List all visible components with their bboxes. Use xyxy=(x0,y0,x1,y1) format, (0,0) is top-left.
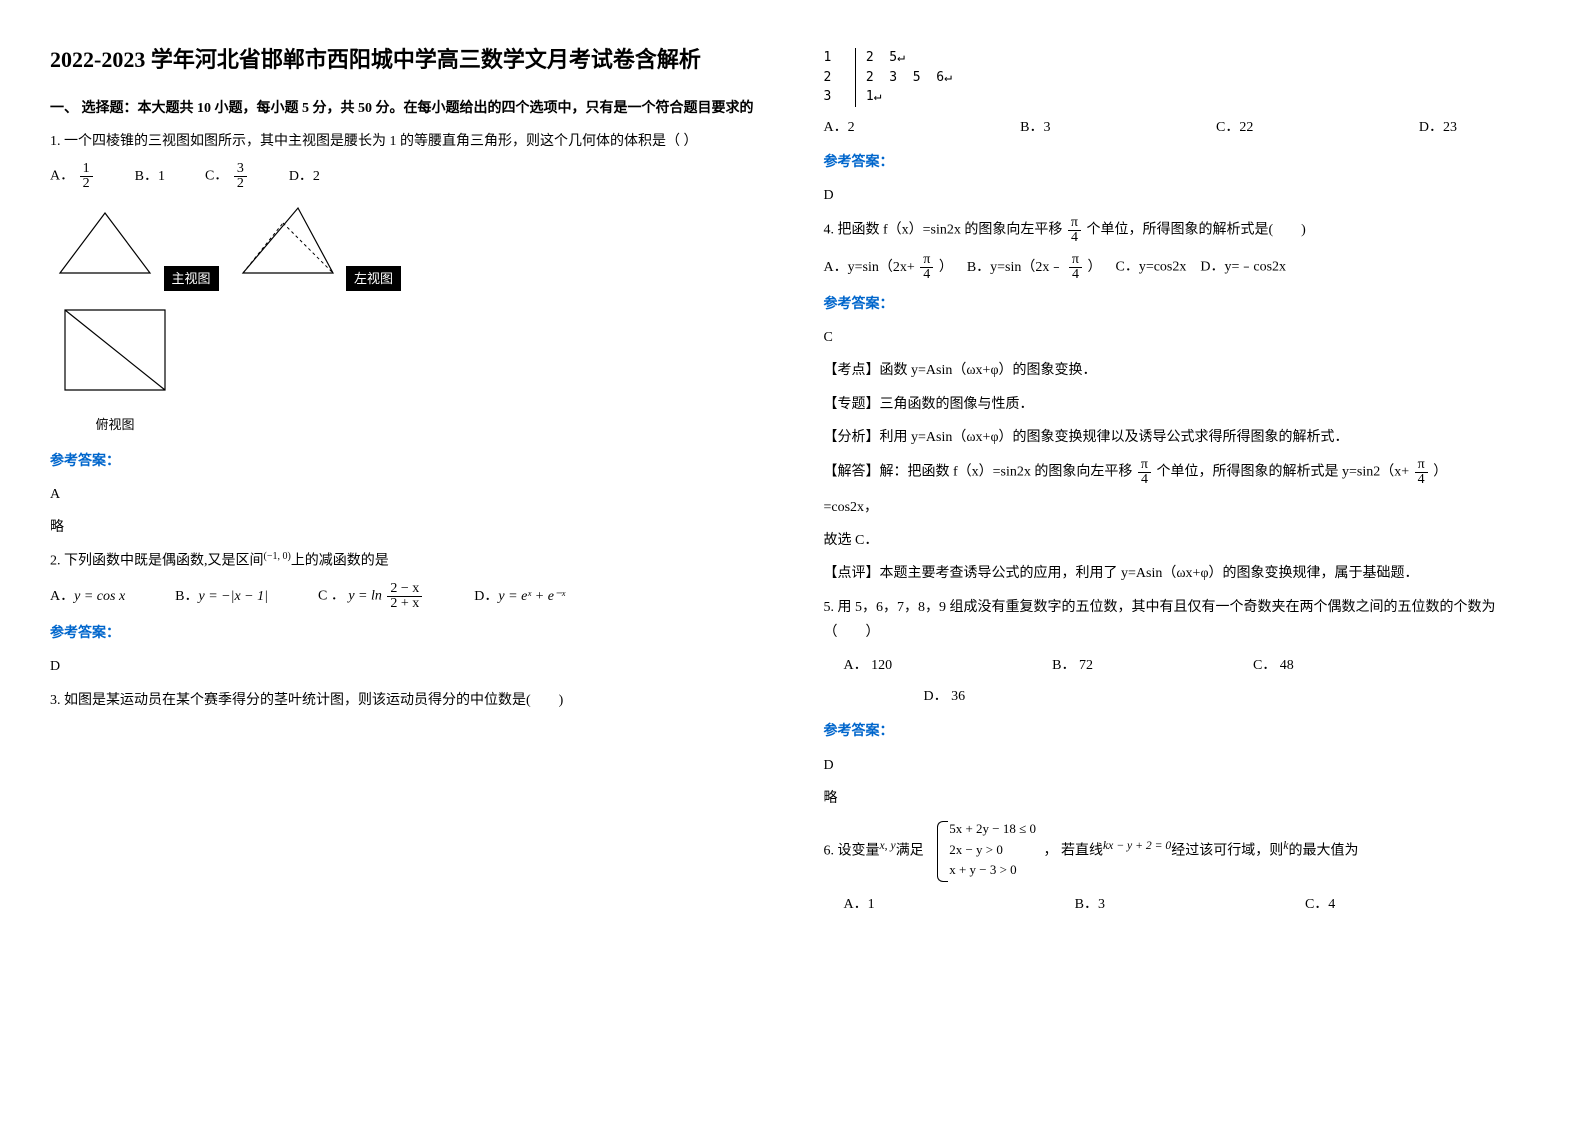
q5-options: A． 120 B． 72 C． 48 D． 36 xyxy=(824,653,1538,709)
ans-label: 参考答案： xyxy=(824,150,1538,175)
q3-optB: B．3 xyxy=(1020,115,1050,140)
q1-note: 略 xyxy=(50,515,764,540)
q4-stem: 4. 把函数 f（x）=sin2x 的图象向左平移 π 4 个单位，所得图象的解… xyxy=(824,216,1538,245)
q1-optD: D．2 xyxy=(289,164,320,189)
q4-point: 【考点】函数 y=Asin（ωx+φ）的图象变换． xyxy=(824,358,1538,383)
q4-optB: B．y=sin（2x﹣ π 4 ） xyxy=(967,260,1105,275)
frac: π 4 xyxy=(1138,458,1151,487)
q2-optA: A．y = cos x xyxy=(50,584,125,609)
q3-options: A．2 B．3 C．22 D．23 xyxy=(824,115,1538,140)
ans-label: 参考答案： xyxy=(824,719,1538,744)
q2-stem: 2. 下列函数中既是偶函数,又是区间(−1, 0)上的减函数的是 xyxy=(50,548,764,574)
q5-optC: C． 48 xyxy=(1253,653,1294,678)
q6-options: A．1 B．3 C．4 xyxy=(824,892,1538,917)
q4-sol4: =cos2x， xyxy=(824,495,1538,520)
ans-label: 参考答案： xyxy=(50,621,764,646)
q4-sol5: 故选 C． xyxy=(824,528,1538,553)
q4-optC: C．y=cos2x xyxy=(1115,260,1186,275)
q1-optA: A． 1 2 xyxy=(50,162,95,191)
frac: π 4 xyxy=(920,253,933,282)
q1-optB: B．1 xyxy=(135,164,165,189)
q5-note: 略 xyxy=(824,786,1538,811)
q2-answer: D xyxy=(50,654,764,679)
q4-solution: 【解答】解：把函数 f（x）=sin2x 的图象向左平移 π 4 个单位，所得图… xyxy=(824,458,1538,487)
frac: 3 2 xyxy=(234,162,247,191)
top-view-svg xyxy=(55,300,175,400)
q2-options: A．y = cos x B．y = −|x − 1| C ． y = ln 2 … xyxy=(50,582,764,611)
q4-optA: A．y=sin（2x+ π 4 ） xyxy=(824,260,957,275)
frac: 1 2 xyxy=(80,162,93,191)
ans-label: 参考答案： xyxy=(50,449,764,474)
frac: π 4 xyxy=(1069,253,1082,282)
q4-comment: 【点评】本题主要考查诱导公式的应用，利用了 y=Asin（ωx+φ）的图象变换规… xyxy=(824,561,1538,586)
q4-options: A．y=sin（2x+ π 4 ） B．y=sin（2x﹣ π 4 ） C．y=… xyxy=(824,253,1538,282)
q1-answer: A xyxy=(50,482,764,507)
main-view-label: 主视图 xyxy=(164,266,219,291)
q5-optA: A． 120 xyxy=(844,653,893,678)
left-view-label: 左视图 xyxy=(346,266,401,291)
q2-optC: C ． y = ln 2 − x 2 + x xyxy=(318,582,424,611)
q1-optC: C． 3 2 xyxy=(205,162,249,191)
q4-topic: 【专题】三角函数的图像与性质． xyxy=(824,392,1538,417)
q1-options: A． 1 2 B．1 C． 3 2 D．2 xyxy=(50,162,764,191)
q6-optC: C．4 xyxy=(1305,892,1335,917)
q2-optD: D．y = eˣ + e⁻ˣ xyxy=(474,584,565,609)
stem-leaf-plot: 1 2 5↵ 2 2 3 5 6↵ 3 1↵ xyxy=(824,48,1538,107)
q5-optB: B． 72 xyxy=(1052,653,1093,678)
frac: π 4 xyxy=(1415,458,1428,487)
q3-optD: D．23 xyxy=(1419,115,1457,140)
q3-stem: 3. 如图是某运动员在某个赛季得分的茎叶统计图，则该运动员得分的中位数是( ) xyxy=(50,688,764,713)
q5-optD: D． 36 xyxy=(924,689,966,704)
q3-optC: C．22 xyxy=(1216,115,1253,140)
section-header: 一、 选择题：本大题共 10 小题，每小题 5 分，共 50 分。在每小题给出的… xyxy=(50,96,764,121)
q6-optB: B．3 xyxy=(1075,892,1105,917)
brace-system: 5x + 2y − 18 ≤ 0 2x − y > 0 x + y − 3 > … xyxy=(931,819,1036,884)
frac: π 4 xyxy=(1068,216,1081,245)
left-view-svg xyxy=(233,203,343,283)
q6-optA: A．1 xyxy=(844,892,875,917)
top-view-label: 俯视图 xyxy=(50,413,180,436)
q1-figures: 主视图 左视图 xyxy=(50,203,764,292)
frac: 2 − x 2 + x xyxy=(387,582,422,611)
q3-optA: A．2 xyxy=(824,115,855,140)
q4-optD: D．y=﹣cos2x xyxy=(1200,260,1286,275)
q5-answer: D xyxy=(824,753,1538,778)
q6-stem: 6. 设变量x, y满足 5x + 2y − 18 ≤ 0 2x − y > 0… xyxy=(824,819,1538,884)
q4-analysis: 【分析】利用 y=Asin（ωx+φ）的图象变换规律以及诱导公式求得所得图象的解… xyxy=(824,425,1538,450)
q5-stem: 5. 用 5，6，7，8，9 组成没有重复数字的五位数，其中有且仅有一个奇数夹在… xyxy=(824,595,1538,645)
ans-label: 参考答案： xyxy=(824,292,1538,317)
page-title: 2022-2023 学年河北省邯郸市西阳城中学高三数学文月考试卷含解析 xyxy=(50,40,764,80)
q1-stem: 1. 一个四棱锥的三视图如图所示，其中主视图是腰长为 1 的等腰直角三角形，则这… xyxy=(50,129,764,154)
q3-answer: D xyxy=(824,183,1538,208)
q4-answer: C xyxy=(824,325,1538,350)
main-view-svg xyxy=(50,203,160,283)
q2-optB: B．y = −|x − 1| xyxy=(175,584,268,609)
